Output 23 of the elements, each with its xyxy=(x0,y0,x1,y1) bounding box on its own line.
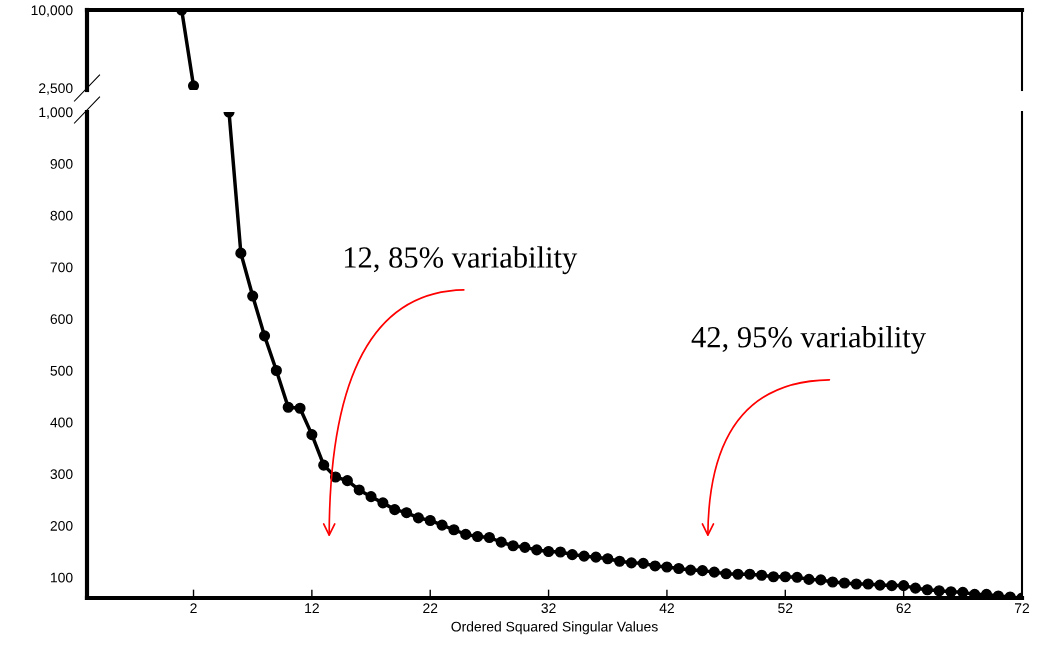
y-tick-label: 300 xyxy=(50,469,73,480)
x-tick-label: 22 xyxy=(423,603,438,613)
y-tick-label: 900 xyxy=(50,159,73,169)
y-tick-label: 1,000 xyxy=(39,107,73,119)
y-tick-label: 600 xyxy=(50,314,73,324)
y-tick-label: 700 xyxy=(50,262,73,273)
y-tick-label: 10,000 xyxy=(31,5,73,17)
x-tick-label: 12 xyxy=(305,603,319,613)
x-tick-label: 52 xyxy=(778,603,793,614)
annotation: 42, 95% variability xyxy=(691,326,926,354)
y-tick-label: 200 xyxy=(50,520,73,531)
x-tick-label: 42 xyxy=(659,603,674,613)
x-tick-label: 72 xyxy=(1014,603,1030,613)
y-tick-label: 100 xyxy=(51,572,73,583)
y-tick-label: 400 xyxy=(50,417,73,428)
y-tick-label: 500 xyxy=(50,365,73,376)
x-tick-label: 32 xyxy=(541,603,556,614)
annotation: 12, 85% variability xyxy=(344,246,578,275)
x-tick-label: 62 xyxy=(896,603,911,614)
x-axis-title: Ordered Squared Singular Values xyxy=(451,621,658,635)
y-tick-label: 2,500 xyxy=(39,83,73,95)
y-tick-label: 800 xyxy=(50,210,73,221)
x-tick-label: 2 xyxy=(190,603,197,613)
